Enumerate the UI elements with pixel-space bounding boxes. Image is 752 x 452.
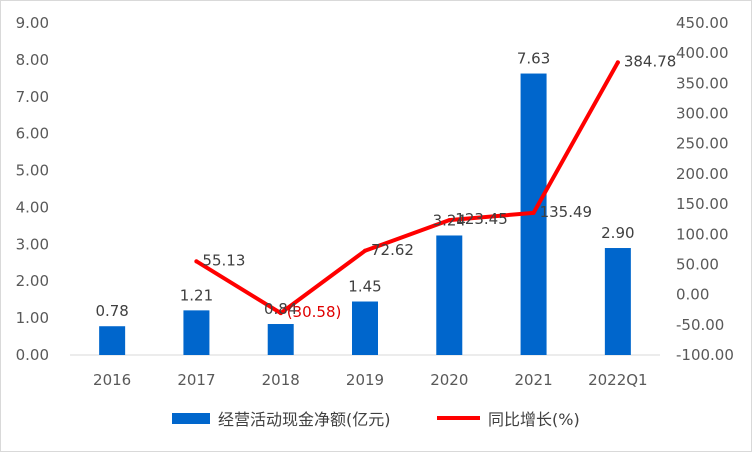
bar-data-labels: 0.78 1.21 0.84 1.45 3.24 7.63 2.90 [95, 50, 634, 321]
x-tick-label: 2017 [177, 371, 215, 389]
x-axis-ticks: 2016 2017 2018 2019 2020 2021 2022Q1 [93, 371, 648, 389]
right-tick-label: 150.00 [676, 195, 729, 213]
right-tick-label: 0.00 [676, 286, 709, 304]
x-tick-label: 2020 [430, 371, 468, 389]
line-value-label: 55.13 [202, 251, 245, 269]
left-tick-label: 6.00 [16, 125, 49, 143]
bar [436, 235, 463, 355]
left-tick-label: 9.00 [16, 14, 49, 32]
left-tick-label: 1.00 [16, 309, 49, 327]
bar-value-label: 1.21 [180, 286, 213, 304]
right-tick-label: 350.00 [676, 74, 729, 92]
bar-value-label: 0.84 [264, 300, 297, 318]
line-series [194, 60, 620, 316]
right-tick-label: -100.00 [676, 346, 734, 364]
line-point [278, 311, 283, 316]
right-tick-label: 400.00 [676, 44, 729, 62]
bar [183, 310, 210, 355]
bar-value-label: 3.24 [433, 211, 466, 229]
line-value-label: 72.62 [371, 241, 414, 259]
legend-swatch-bar [172, 413, 210, 424]
line-point [447, 218, 452, 223]
bar [352, 301, 378, 355]
bar-value-label: 1.45 [348, 278, 381, 296]
x-tick-label: 2022Q1 [588, 371, 648, 389]
line-data-labels: 55.13 (30.58) 72.62 123.45 135.49 384.78 [202, 52, 676, 321]
right-tick-label: 200.00 [676, 165, 729, 183]
left-axis-ticks: 0.00 1.00 2.00 3.00 4.00 5.00 6.00 7.00 8.00 9.00 [16, 14, 49, 364]
legend-label-line: 同比增长(%) [488, 410, 580, 429]
growth-line [194, 60, 620, 316]
legend-label-bar: 经营活动现金净额(亿元) [218, 410, 391, 429]
right-tick-label: 450.00 [676, 14, 729, 32]
x-tick-label: 2019 [346, 371, 384, 389]
right-tick-label: 50.00 [676, 255, 719, 273]
bar [604, 248, 631, 355]
left-tick-label: 8.00 [16, 51, 49, 69]
bar [99, 326, 126, 355]
watermark: 百家号/享迎 [667, 425, 742, 442]
line-point [531, 210, 536, 215]
left-tick-label: 0.00 [16, 346, 49, 364]
right-axis-ticks: -100.00 -50.00 0.00 50.00 100.00 150.00 200.00… [676, 14, 734, 364]
line-point [363, 248, 367, 253]
line-value-label: 135.49 [540, 203, 593, 221]
line-point [194, 259, 199, 264]
left-tick-label: 5.00 [16, 162, 49, 180]
right-tick-label: 100.00 [676, 225, 729, 243]
left-tick-label: 4.00 [16, 198, 49, 216]
left-tick-label: 2.00 [16, 272, 49, 290]
legend: 经营活动现金净额(亿元) 同比增长(%) [172, 410, 580, 429]
line-value-label: 123.45 [455, 210, 508, 228]
x-tick-label: 2018 [262, 371, 300, 389]
left-tick-label: 7.00 [16, 88, 49, 106]
right-tick-label: 250.00 [676, 135, 729, 153]
x-tick-label: 2021 [514, 371, 552, 389]
line-point [615, 60, 620, 65]
bar-value-label: 0.78 [95, 302, 128, 320]
bar-value-label: 2.90 [601, 224, 634, 242]
left-tick-label: 3.00 [16, 235, 49, 253]
line-value-label: (30.58) [287, 303, 342, 321]
right-tick-label: -50.00 [676, 316, 724, 334]
bar-value-label: 7.63 [517, 50, 550, 68]
bar [267, 324, 294, 355]
x-tick-label: 2016 [93, 371, 131, 389]
line-value-label: 384.78 [624, 52, 677, 70]
right-tick-label: 300.00 [676, 105, 729, 123]
